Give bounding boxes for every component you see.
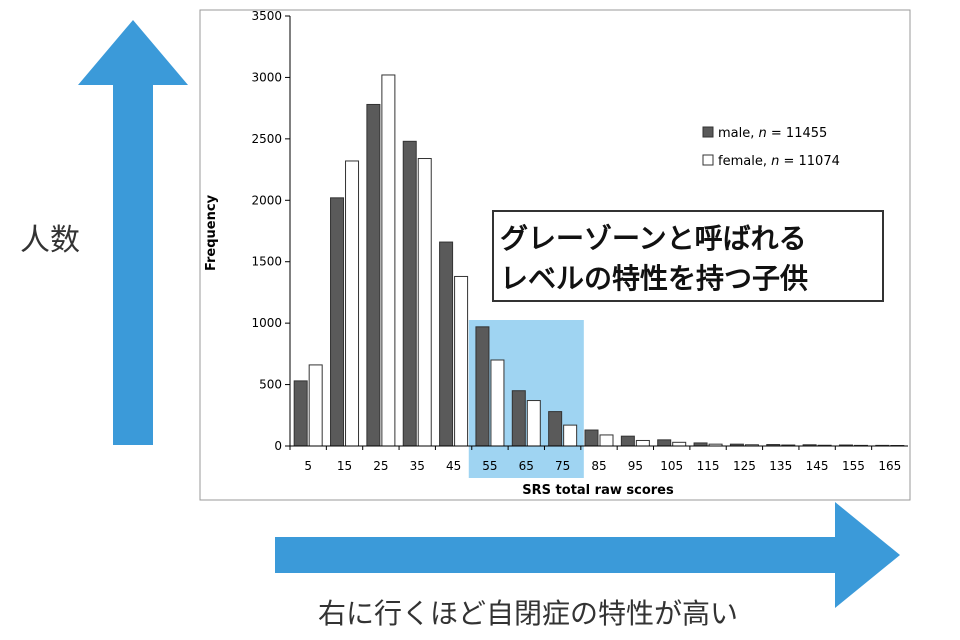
y-tick-label-3500: 3500 [251,9,282,23]
x-tick-label-35: 35 [410,459,425,473]
x-tick-label-135: 135 [769,459,792,473]
grey-zone-callout: グレーゾーンと呼ばれる レベルの特性を持つ子供 [492,210,884,302]
x-tick-label-65: 65 [519,459,534,473]
x-tick-label-105: 105 [660,459,683,473]
bar-female-55 [490,359,505,447]
horizontal-right-arrow [275,502,900,608]
bar-male-35 [402,140,417,447]
x-tick-label-45: 45 [446,459,461,473]
people-count-label: 人数 [20,223,80,258]
x-tick-label-5: 5 [304,459,312,473]
x-tick-label-165: 165 [878,459,901,473]
vertical-up-arrow [78,20,188,445]
legend: male, n = 11455 female, n = 11074 [702,126,840,169]
x-tick-label-95: 95 [628,459,643,473]
bar-male-15 [330,197,345,447]
bar-female-5 [308,364,323,447]
bar-male-95 [620,435,635,447]
y-tick-label-2500: 2500 [251,132,282,146]
bar-male-105 [657,439,672,447]
legend-swatch-male [702,126,714,138]
bar-female-45 [454,275,469,447]
x-tick-label-115: 115 [697,459,720,473]
bar-male-55 [475,326,490,447]
bar-female-105 [672,441,687,447]
x-tick-label-75: 75 [555,459,570,473]
bar-male-25 [366,103,381,447]
bar-male-5 [293,380,308,447]
x-tick-label-85: 85 [591,459,606,473]
y-tick-label-2000: 2000 [251,193,282,207]
y-axis-title: Frequency [204,194,219,271]
callout-line-1: グレーゾーンと呼ばれる [500,222,807,255]
bar-female-15 [345,160,360,447]
bar-female-65 [526,400,541,447]
y-tick-label-0: 0 [274,439,282,453]
bars-group [293,74,905,447]
bar-female-35 [417,158,432,447]
y-tick-label-1500: 1500 [251,255,282,269]
legend-label-female: female, n = 11074 [718,154,840,169]
bar-female-95 [635,439,650,447]
bar-female-25 [381,74,396,447]
bar-male-45 [439,241,454,447]
x-tick-label-25: 25 [373,459,388,473]
legend-label-male: male, n = 11455 [718,126,827,141]
x-tick-label-125: 125 [733,459,756,473]
callout-box [492,210,884,302]
bar-male-75 [548,411,563,447]
autism-trait-caption: 右に行くほど自閉症の特性が高い [318,597,739,630]
x-tick-label-155: 155 [842,459,865,473]
bar-female-75 [563,424,578,447]
bar-male-85 [584,429,599,447]
bar-male-65 [511,390,526,447]
y-tick-label-1000: 1000 [251,316,282,330]
x-tick-label-55: 55 [482,459,497,473]
bar-female-85 [599,434,614,447]
x-tick-label-145: 145 [806,459,829,473]
axes-group: 0 500 1000 1500 2000 2500 3000 3500 5 15 25 35 45 55 6… [251,9,908,473]
y-tick-label-500: 500 [259,378,282,392]
x-axis-title: SRS total raw scores [522,483,674,498]
x-tick-label-15: 15 [337,459,352,473]
callout-line-2: レベルの特性を持つ子供 [500,262,808,295]
y-tick-label-3000: 3000 [251,70,282,84]
legend-swatch-female [702,154,714,166]
